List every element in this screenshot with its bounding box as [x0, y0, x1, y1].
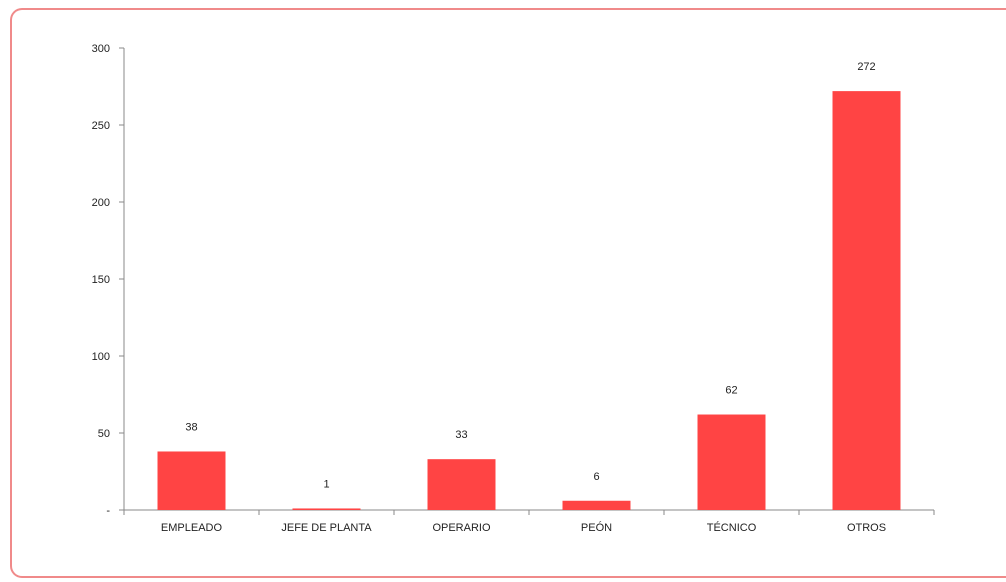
- x-category-label: OTROS: [847, 522, 886, 534]
- x-category-label: JEFE DE PLANTA: [281, 522, 372, 534]
- data-label: 38: [185, 421, 197, 433]
- y-axis: - 50 100 150 200 250 300: [92, 43, 125, 517]
- y-tick-label: 50: [98, 428, 110, 440]
- bars: [157, 91, 901, 511]
- data-label: 272: [857, 61, 875, 73]
- y-tick-label: -: [106, 505, 110, 517]
- y-tick-label: 100: [92, 351, 110, 363]
- x-axis: EMPLEADO JEFE DE PLANTA OPERARIO PEÓN TÉCNIC…: [123, 509, 935, 534]
- data-label: 33: [455, 429, 467, 441]
- y-tick-label: 150: [92, 274, 110, 286]
- y-tick-label: 200: [92, 197, 110, 209]
- bar-5: [697, 414, 766, 510]
- x-category-label: OPERARIO: [432, 522, 491, 534]
- y-tick-label: 300: [92, 43, 110, 55]
- data-label: 6: [593, 471, 599, 483]
- x-category-label: PEÓN: [581, 521, 612, 534]
- bar-2: [292, 508, 361, 510]
- bar-6: [832, 91, 901, 511]
- bar-3: [427, 459, 496, 510]
- bar-4: [562, 500, 631, 510]
- data-label: 1: [323, 478, 329, 490]
- data-labels: 38 1 33 6 62 272: [185, 61, 875, 490]
- x-category-label: TÉCNICO: [707, 521, 757, 534]
- bar-1: [157, 451, 226, 510]
- y-tick-label: 250: [92, 120, 110, 132]
- data-label: 62: [725, 385, 737, 397]
- x-category-label: EMPLEADO: [161, 522, 223, 534]
